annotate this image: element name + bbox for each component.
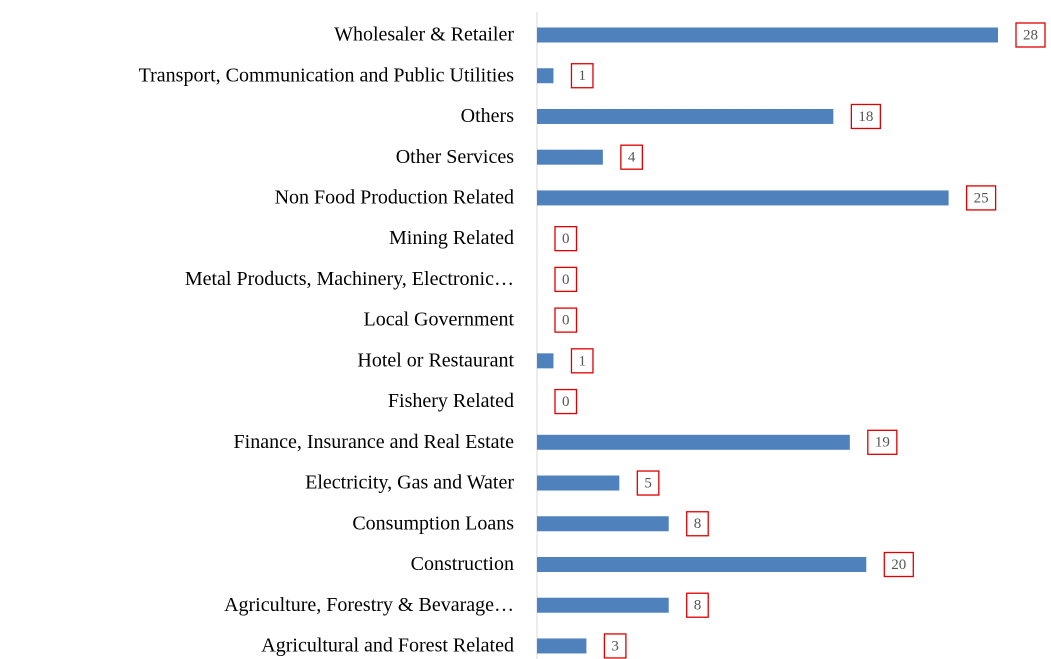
category-label: Agricultural and Forest Related [261,635,514,657]
bar [537,516,669,532]
data-label-box [603,633,627,659]
data-label: 19 [875,435,890,451]
bar [537,149,603,165]
bar [537,475,620,491]
data-label-box [620,144,644,170]
data-label-box [686,592,709,618]
data-label-box [883,551,914,578]
data-label: 8 [694,598,702,614]
bar [537,190,949,206]
data-label: 1 [578,353,586,369]
category-label: Metal Products, Machinery, Electronic… [185,268,514,290]
bar [537,434,850,450]
category-label: Mining Related [389,227,514,249]
data-label: 28 [1023,27,1038,43]
bar [537,108,834,124]
bar [537,597,669,613]
bar [537,556,867,572]
category-label: Transport, Communication and Public Util… [139,64,515,86]
category-label: Other Services [396,146,515,168]
data-label: 0 [562,231,570,247]
category-label: Construction [411,553,514,575]
data-label-box [554,266,578,293]
data-label-box [686,511,709,537]
data-label-box [570,63,594,89]
bar [537,353,554,369]
category-label: Others [461,105,515,127]
data-label: 3 [611,638,619,654]
category-label: Wholesaler & Retailer [334,24,514,46]
data-label-box [636,470,660,496]
bar [537,27,998,43]
category-label: Non Food Production Related [275,187,514,209]
category-label: Hotel or Restaurant [357,349,514,371]
data-label-box [850,103,882,130]
data-label: 20 [891,557,906,573]
data-label-box [867,429,898,455]
category-label: Fishery Related [388,390,514,412]
data-label: 25 [974,190,989,206]
category-label: Electricity, Gas and Water [305,472,514,494]
data-label: 0 [562,394,570,410]
category-label: Finance, Insurance and Real Estate [234,431,515,453]
category-label: Agriculture, Forestry & Bevarage… [224,594,514,616]
data-label-box [554,388,578,415]
data-label-box [554,225,578,252]
data-label: 0 [562,313,570,329]
data-label-box [1015,22,1046,48]
bar [537,68,554,84]
data-label: 5 [644,475,652,491]
data-label: 0 [562,272,570,288]
data-label: 18 [858,109,873,125]
data-label: 8 [694,516,702,532]
data-label: 1 [578,68,586,84]
category-label: Local Government [364,309,515,331]
data-label-box [965,185,997,211]
data-label-box [554,307,578,333]
data-label: 4 [628,150,636,166]
data-label-box [570,348,594,374]
bar [537,638,587,654]
category-label: Consumption Loans [352,512,514,534]
